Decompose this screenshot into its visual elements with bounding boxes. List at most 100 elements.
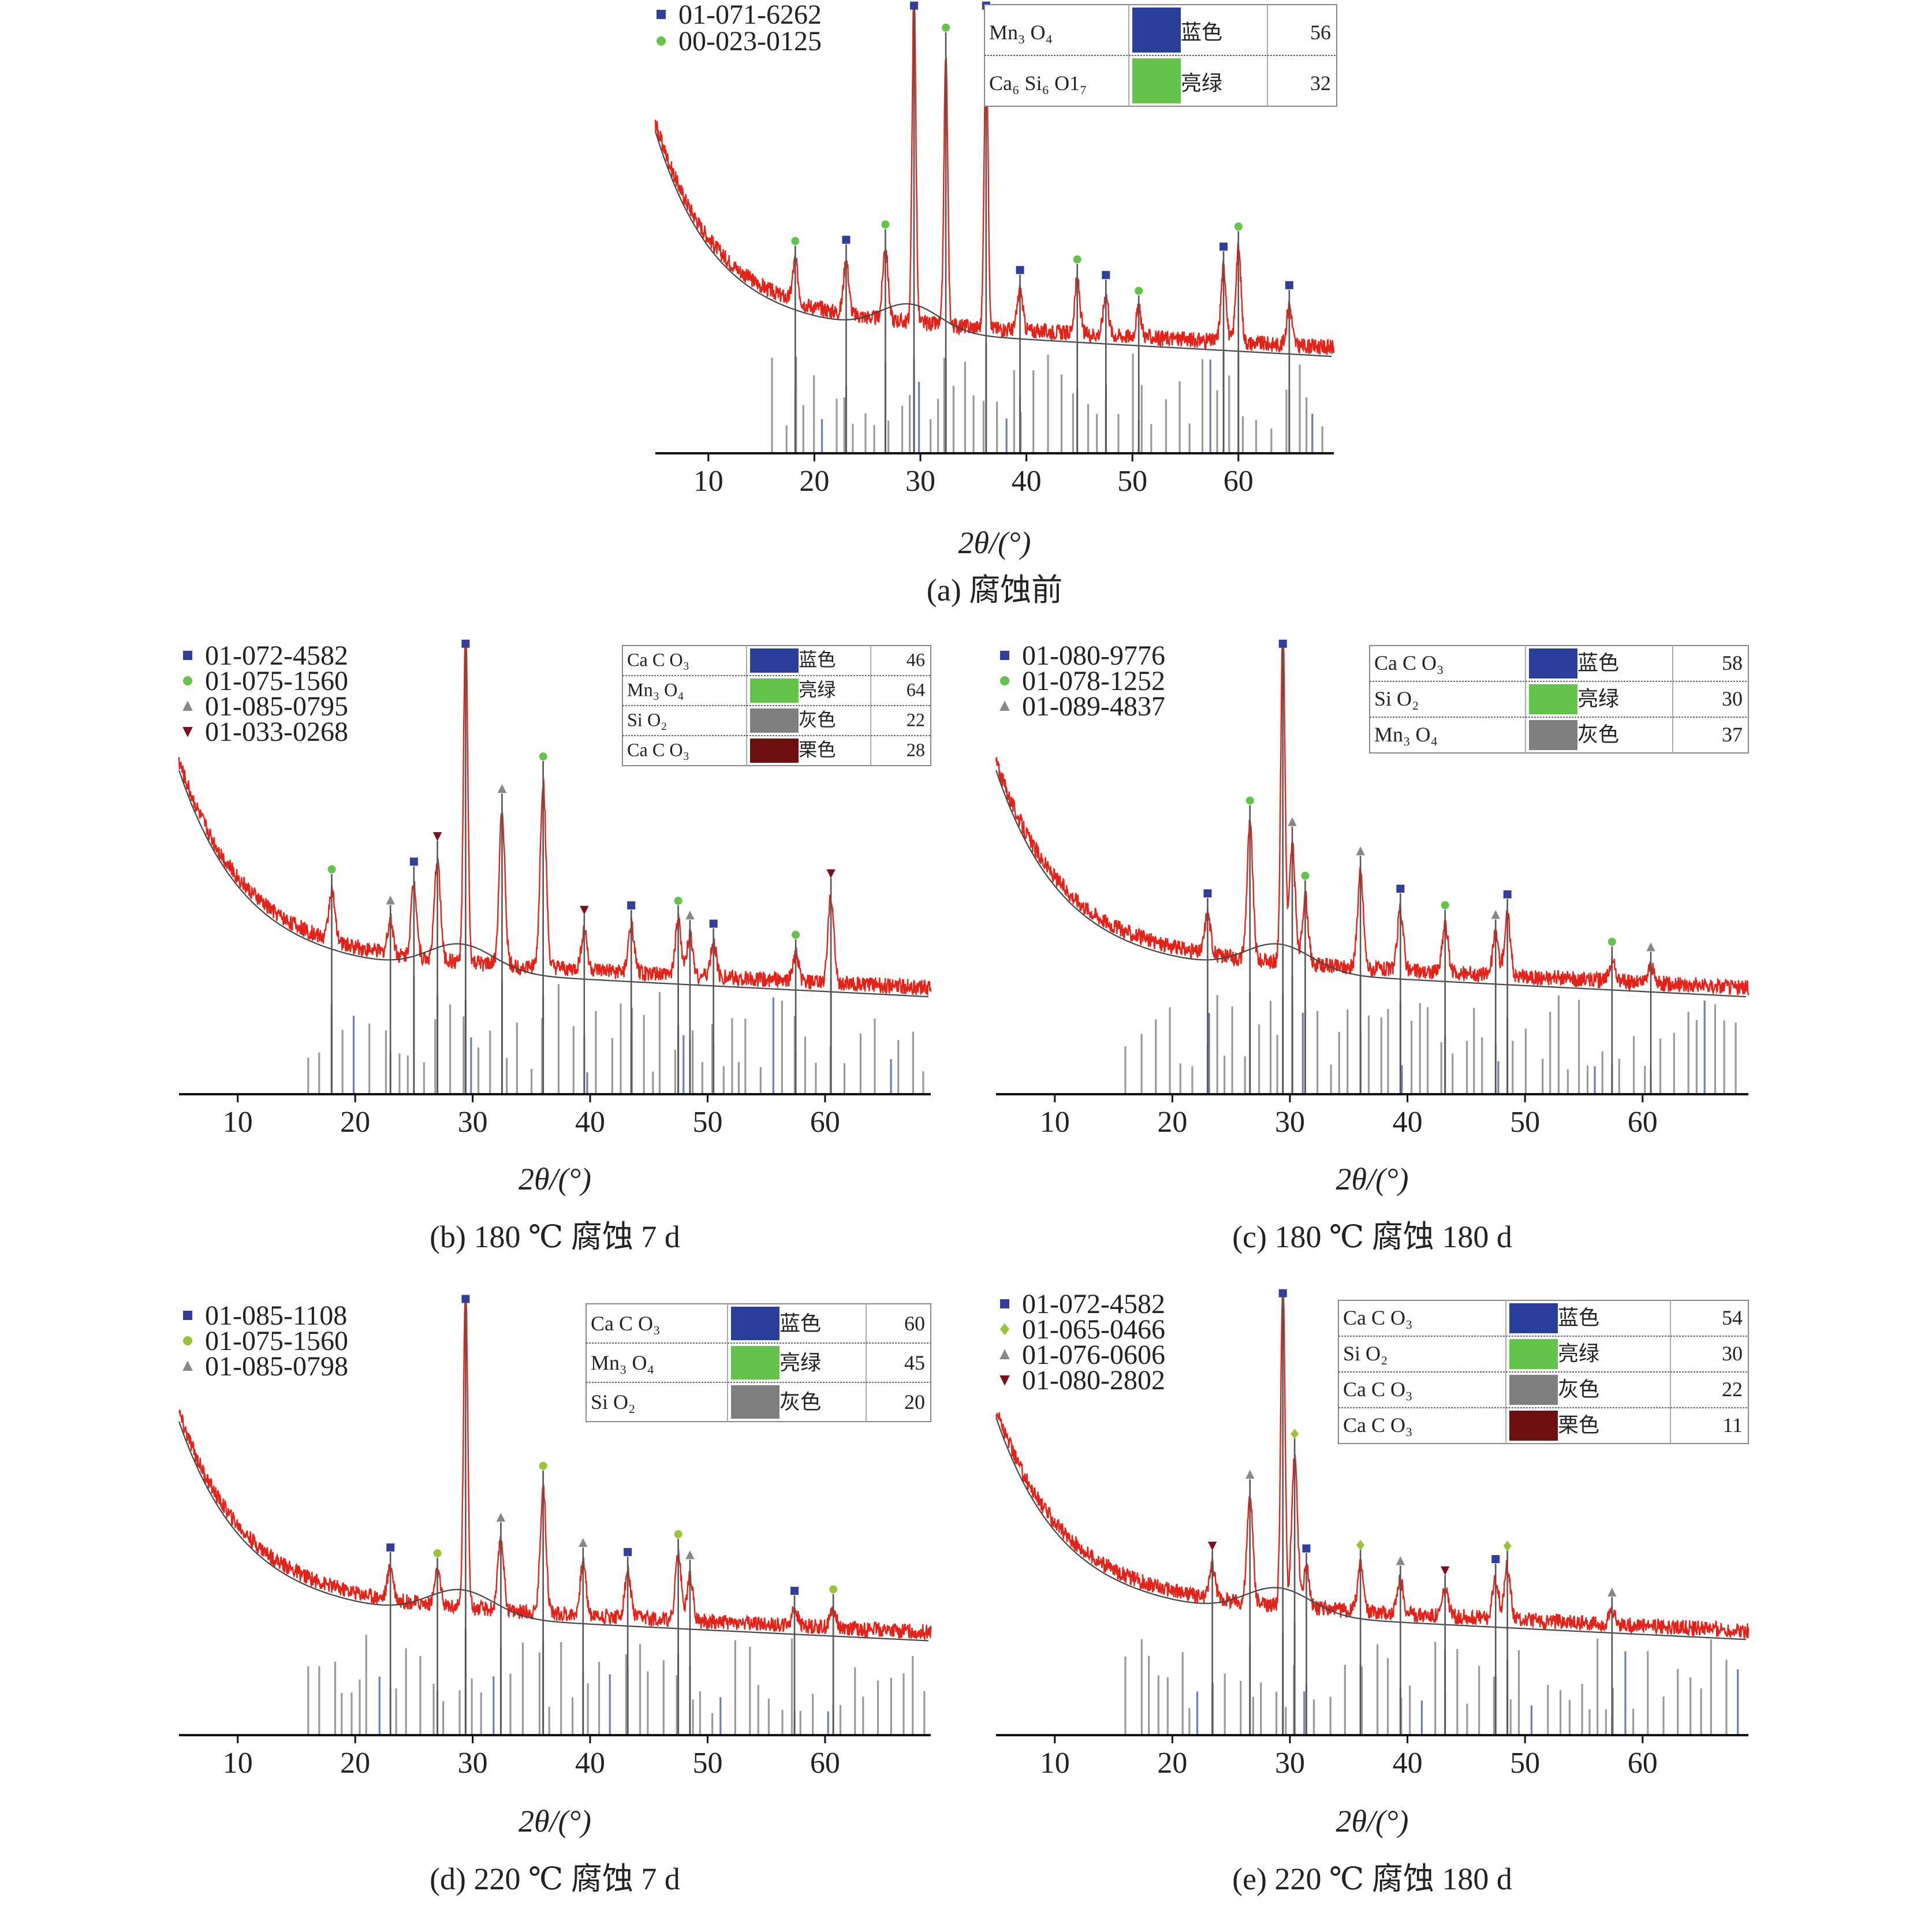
phase-marker xyxy=(1396,885,1405,893)
legend-code: 01-078-1252 xyxy=(1022,666,1165,696)
table-phase: Mn₃ O₄ xyxy=(989,21,1053,44)
table-score: 37 xyxy=(1722,723,1743,746)
peak-markers xyxy=(1203,639,1655,1094)
observed-pattern xyxy=(178,1298,932,1642)
phase-marker xyxy=(1302,1544,1311,1553)
phase-marker xyxy=(1288,817,1297,826)
legend-marker xyxy=(657,10,666,19)
phase-marker xyxy=(1503,1541,1512,1552)
legend-marker xyxy=(183,676,192,685)
table-phase: Mn₃ O₄ xyxy=(1374,723,1438,746)
phase-marker xyxy=(1016,266,1024,274)
x-tick-label: 60 xyxy=(1628,1747,1658,1780)
phase-marker xyxy=(1291,1429,1299,1440)
phase-marker xyxy=(792,930,800,939)
phase-marker xyxy=(942,23,950,32)
x-tick-label: 50 xyxy=(1510,1106,1540,1139)
table-score: 60 xyxy=(904,1312,925,1335)
phase-marker xyxy=(1441,901,1449,909)
legend-code: 01-085-1108 xyxy=(205,1300,347,1331)
table-score: 64 xyxy=(907,679,925,700)
legend-marker xyxy=(182,1360,193,1371)
table-color-swatch xyxy=(1509,1339,1558,1369)
legend-marker xyxy=(182,700,193,711)
legend-marker xyxy=(183,1336,192,1345)
background-curve xyxy=(995,1417,1746,1640)
peak-markers xyxy=(386,1295,838,1735)
x-axis-label: 2θ/(°) xyxy=(1336,1162,1408,1196)
phase-marker xyxy=(1396,1556,1405,1565)
x-tick-label: 30 xyxy=(458,1747,488,1780)
table-phase: Ca C O₃ xyxy=(627,649,689,670)
table-score: 20 xyxy=(904,1390,925,1414)
table-color-swatch xyxy=(731,1346,779,1379)
table-phase: Ca₆ Si₆ O1₇ xyxy=(989,72,1087,95)
table-color-swatch xyxy=(731,1307,779,1340)
x-tick-label: 10 xyxy=(1040,1747,1070,1780)
phase-marker xyxy=(1356,846,1365,856)
table-color-name: 亮绿 xyxy=(779,1351,821,1374)
xrd-panel-e: 10 20 30 40 50 60 2θ/(°) (e) 220 ℃ 腐蚀 180 d 01-0… xyxy=(995,1289,1750,1896)
table-color-swatch xyxy=(1509,1411,1558,1441)
legend-marker xyxy=(182,727,193,737)
phase-marker xyxy=(1301,871,1310,880)
phase-table: Ca C O₃ 蓝色 46 Mn₃ O₄ 亮绿 64 Si O₂ 灰色 22 Ca C O₃ 栗色 2… xyxy=(622,645,931,766)
phase-table: Ca C O₃ 蓝色 54 Si O₂ 亮绿 30 Ca C O₃ 灰色 22 Ca C O₃ 栗色… xyxy=(1338,1300,1749,1444)
legend-marker xyxy=(1000,676,1009,685)
legend-marker xyxy=(657,36,666,46)
phase-marker xyxy=(1278,639,1287,648)
phase-marker xyxy=(1219,243,1228,251)
phase-marker xyxy=(881,220,890,229)
table-color-swatch xyxy=(1529,684,1577,714)
panel-caption: (e) 220 ℃ 腐蚀 180 d xyxy=(1232,1862,1512,1896)
peak-markers xyxy=(327,639,836,1094)
phase-marker xyxy=(1607,1587,1617,1597)
table-score: 46 xyxy=(907,649,925,670)
x-tick-label: 30 xyxy=(1275,1747,1305,1780)
phase-marker xyxy=(790,1587,799,1595)
table-color-name: 栗色 xyxy=(1558,1414,1599,1437)
phase-marker xyxy=(709,919,718,928)
phase-marker xyxy=(1278,1289,1287,1297)
x-tick-label: 60 xyxy=(810,1747,840,1780)
table-color-name: 灰色 xyxy=(1577,723,1619,746)
table-score: 45 xyxy=(904,1351,925,1374)
x-tick-label: 40 xyxy=(1393,1106,1423,1139)
x-axis-label: 2θ/(°) xyxy=(958,525,1031,560)
phase-marker xyxy=(539,752,547,761)
panel-caption: (d) 220 ℃ 腐蚀 7 d xyxy=(430,1862,680,1896)
table-phase: Si O₂ xyxy=(591,1390,636,1414)
phase-marker xyxy=(1234,222,1243,231)
pdf-code-legend: 01-072-458201-075-156001-085-079501-033-… xyxy=(182,640,348,747)
table-color-name: 栗色 xyxy=(799,739,836,760)
table-color-name: 蓝色 xyxy=(1577,651,1619,674)
legend-code: 01-085-0795 xyxy=(205,691,348,722)
phase-marker xyxy=(1356,1539,1365,1550)
phase-marker xyxy=(842,236,851,244)
legend-marker xyxy=(1000,1299,1009,1308)
table-color-swatch xyxy=(731,1385,779,1419)
peak-markers xyxy=(1207,1289,1617,1735)
table-color-name: 蓝色 xyxy=(1558,1306,1599,1329)
xrd-panel-c: 10 20 30 40 50 60 2θ/(°) (c) 180 ℃ 腐蚀 180 d 01-0… xyxy=(995,639,1750,1254)
legend-marker xyxy=(183,651,192,660)
table-score: 54 xyxy=(1722,1306,1743,1329)
phase-marker xyxy=(674,1530,682,1538)
table-color-swatch xyxy=(1509,1303,1558,1333)
phase-marker xyxy=(1102,271,1110,279)
legend-code: 01-085-0798 xyxy=(205,1351,348,1382)
phase-marker xyxy=(685,1550,695,1560)
background-curve xyxy=(178,770,928,998)
phase-marker xyxy=(579,1538,588,1547)
xrd-panel-b: 10 20 30 40 50 60 2θ/(°) (b) 180 ℃ 腐蚀 7 d 01-072… xyxy=(178,639,932,1254)
table-color-name: 灰色 xyxy=(1558,1378,1599,1401)
x-tick-label: 60 xyxy=(1224,465,1254,498)
table-phase: Ca C O₃ xyxy=(1343,1378,1413,1401)
phase-marker xyxy=(386,895,395,905)
phase-marker xyxy=(1491,909,1500,919)
table-color-name: 亮绿 xyxy=(799,679,836,700)
table-color-name: 蓝色 xyxy=(799,649,836,670)
x-tick-label: 20 xyxy=(799,465,829,498)
reference-sticks xyxy=(1124,1622,1739,1735)
phase-marker xyxy=(409,857,418,866)
